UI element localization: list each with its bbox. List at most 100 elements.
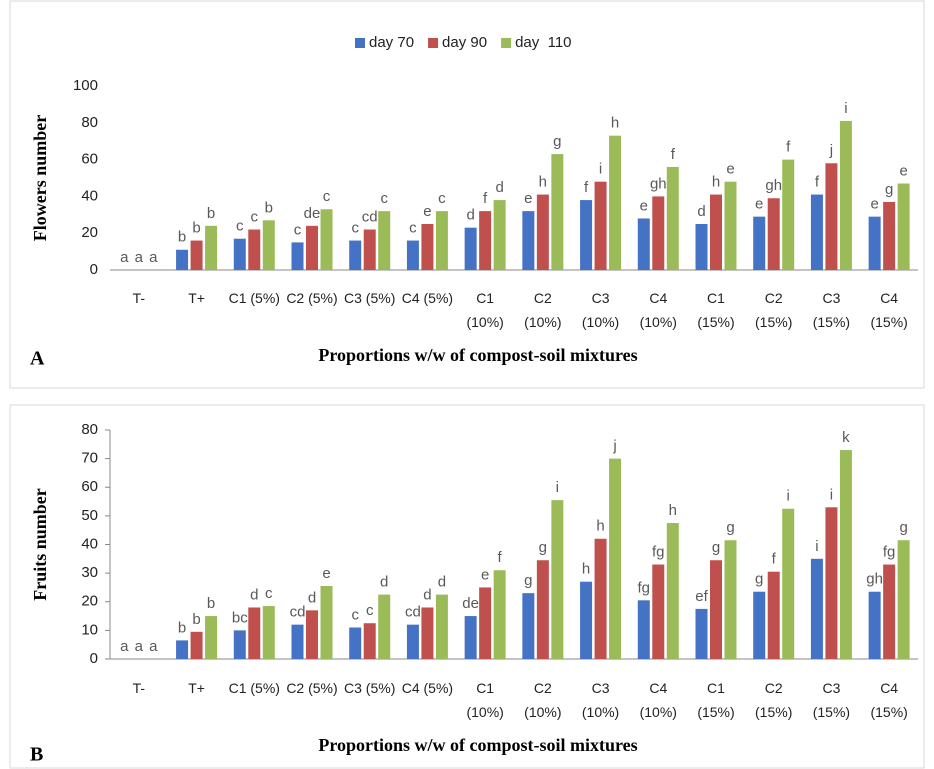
x-tick-label: C2 (5%) [286,680,338,696]
bar [767,198,780,270]
bar [825,163,838,270]
significance-letter: g [539,539,547,556]
bar [320,586,333,659]
significance-letter: e [423,203,431,220]
x-tick-wrap: T+ [188,680,205,696]
bar [637,600,650,659]
x-tick-label: C4 (10%) [639,680,677,720]
bar [522,593,535,659]
bar [248,229,261,270]
significance-letter: g [726,519,734,536]
bar [190,631,203,659]
bar [176,640,189,659]
significance-letter: c [366,602,374,619]
significance-letter: d [697,203,705,220]
x-tick-wrap: C2 (5%) [286,290,337,306]
bar [291,624,304,659]
bar [868,216,881,270]
y-tick-label: 50 [81,507,98,524]
bar [652,564,665,659]
significance-letter: d [250,586,258,603]
x-tick-wrap: C3 (5%) [344,680,395,696]
significance-letter: k [842,429,850,446]
bar [262,220,275,270]
significance-letter: c [380,190,388,207]
bar [233,630,246,659]
significance-letter: b [207,205,215,222]
bar [291,242,304,270]
significance-letter: c [251,208,259,225]
x-tick-label: C1 (15%) [697,290,735,330]
panel-frame [9,0,925,389]
bar [363,229,376,270]
significance-letter: d [308,589,316,606]
significance-letter: bc [232,609,248,626]
x-tick-label: C1 (10%) [466,680,504,720]
x-tick-label: C4 (5%) [401,680,454,696]
x-tick-wrap: C3 (10%) [582,290,619,330]
significance-letter: g [712,539,720,556]
x-tick-label: C2 (15%) [755,290,793,330]
significance-letter: gh [866,571,883,588]
legend-label: day 110 [515,34,571,51]
y-tick-label: 60 [81,151,98,168]
x-tick-wrap: T- [132,290,146,306]
x-tick-label: T- [132,290,146,306]
significance-letter: fg [883,544,896,561]
significance-letter: c [294,221,302,238]
bar [695,224,708,270]
bar [306,225,318,270]
x-axis-title: Proportions w/w of compost-soil mixtures [318,345,637,365]
bar [609,135,622,270]
bar [839,450,852,659]
x-tick-wrap: C1 (10%) [466,680,504,720]
bar [349,627,362,659]
bar [666,523,679,659]
significance-letter: b [192,611,200,628]
significance-letter: e [524,190,532,207]
significance-letter: i [815,538,818,555]
significance-letter: h [582,561,590,578]
significance-letter: a [149,249,158,266]
significance-letter: cd [290,604,306,621]
significance-letter: f [671,146,676,163]
x-axis-title: Proportions w/w of compost-soil mixtures [318,735,637,755]
significance-letter: f [584,179,589,196]
significance-letter: d [495,179,503,196]
bar [666,166,679,270]
bar [378,594,391,659]
significance-letter: c [323,188,331,205]
x-tick-wrap: C2 (15%) [755,290,793,330]
significance-letter: c [438,190,446,207]
y-tick-label: 100 [73,77,98,94]
bar [868,591,881,659]
significance-letter: i [830,486,833,503]
significance-letter: b [178,619,186,636]
y-tick-label: 10 [81,621,98,638]
significance-letter: ef [695,588,708,605]
bar [580,581,593,659]
x-tick-wrap: C2 (10%) [524,680,562,720]
x-tick-wrap: C3 (15%) [813,290,850,330]
significance-letter: i [787,488,790,505]
x-tick-label: C2 (15%) [755,680,793,720]
bar [406,240,419,270]
significance-letter: h [669,502,677,519]
bar [248,607,261,659]
x-tick-wrap: C4 (10%) [640,290,677,330]
x-tick-label: C2 (10%) [524,680,562,720]
y-tick-label: 40 [81,187,98,204]
bar [652,196,665,270]
significance-letter: c [351,606,359,623]
significance-letter: a [149,638,158,655]
bar [320,209,333,270]
significance-letter: i [844,100,847,117]
significance-letter: b [178,229,186,246]
legend-label: day 90 [442,34,487,51]
x-tick-wrap: C4 (10%) [639,680,677,720]
bar [522,211,535,270]
significance-letter: g [524,572,532,589]
bar [897,183,910,270]
significance-letter: d [380,574,388,591]
significance-letter: f [483,190,488,207]
